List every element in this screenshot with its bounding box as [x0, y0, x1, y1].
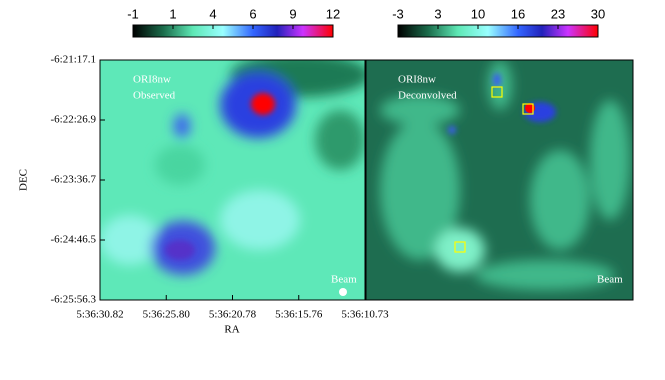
beam-label: Beam: [331, 274, 357, 286]
y-tick-label: -6:21:17.1: [50, 54, 96, 66]
panel-label: ORI8nw: [133, 74, 171, 86]
panel-label: ORI8nw: [398, 74, 436, 86]
y-tick-label: -6:23:36.7: [50, 174, 96, 186]
colorbar-tick-label: 30: [591, 6, 605, 21]
colorbar: [132, 24, 334, 38]
y-axis-label: DEC: [18, 169, 30, 191]
y-tick-label: -6:25:56.3: [50, 294, 96, 306]
x-axis-label: RA: [224, 324, 239, 336]
beam-label: Beam: [597, 274, 623, 286]
x-tick-label: 5:36:25.80: [143, 309, 191, 321]
panel-sublabel: Observed: [133, 90, 176, 102]
colorbar-tick-label: -1: [127, 6, 139, 21]
x-tick-label: 5:36:20.78: [209, 309, 257, 321]
frame: [365, 59, 634, 301]
colorbar-tick-label: 16: [511, 6, 525, 21]
deconvolved-image: [366, 60, 633, 300]
colorbar-tick-label: 10: [471, 6, 485, 21]
colorbar-tick-label: 3: [434, 6, 441, 21]
colorbar-tick-label: 23: [551, 6, 565, 21]
colorbar-tick-label: 9: [289, 6, 296, 21]
colorbar-tick-label: 4: [209, 6, 216, 21]
x-tick-label: 5:36:15.76: [275, 309, 323, 321]
colorbar-tick-label: 6: [249, 6, 256, 21]
x-tick-label: 5:36:10.73: [341, 309, 389, 321]
observed-image: [100, 60, 365, 300]
colorbar-tick-label: 12: [326, 6, 340, 21]
y-tick-label: -6:22:26.9: [50, 114, 96, 126]
colorbar-tick-label: -3: [392, 6, 404, 21]
panel-sublabel: Deconvolved: [398, 90, 457, 102]
colorbar-tick-label: 1: [169, 6, 176, 21]
y-tick-label: -6:24:46.5: [50, 234, 96, 246]
x-tick-label: 5:36:30.82: [76, 309, 123, 321]
colorbar: [397, 24, 599, 38]
